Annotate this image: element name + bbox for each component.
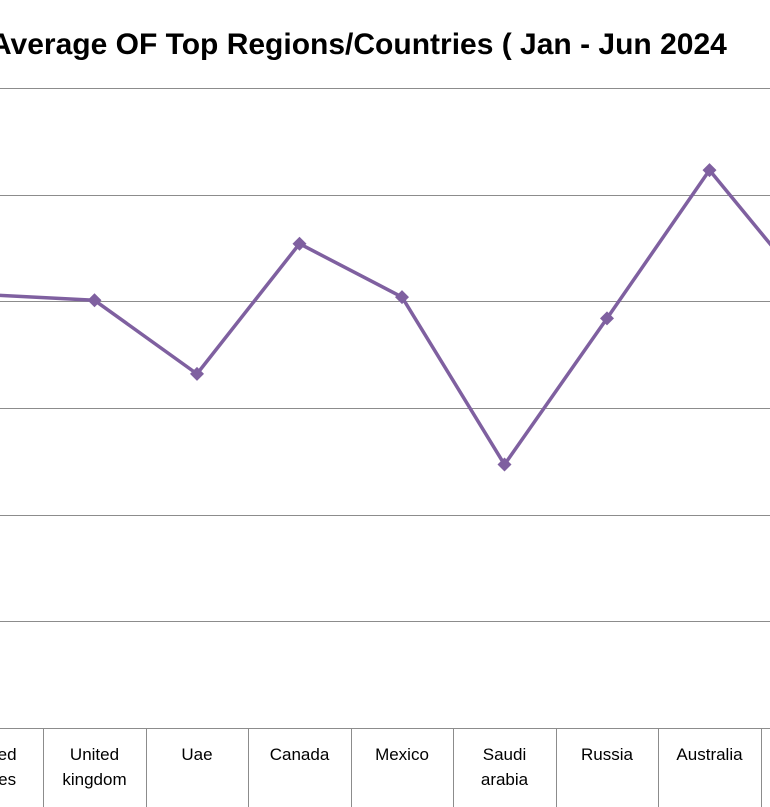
data-point xyxy=(497,457,512,472)
chart-title: Average OF Top Regions/Countries ( Jan -… xyxy=(0,28,727,61)
gridlines xyxy=(0,88,770,729)
data-point xyxy=(600,311,614,326)
x-tick-label: UnitedStates xyxy=(0,745,17,789)
x-tick-label: Canada xyxy=(270,745,330,764)
x-tick-label: Mexico xyxy=(375,745,429,764)
x-axis xyxy=(43,728,762,807)
data-point xyxy=(292,236,307,251)
series-layer xyxy=(0,163,770,472)
x-tick-label: United kingdom xyxy=(62,745,126,789)
data-point xyxy=(190,366,204,381)
data-point xyxy=(87,293,102,308)
data-point xyxy=(702,163,717,178)
x-tick-label: Russia xyxy=(581,745,634,764)
series-line xyxy=(0,168,770,467)
x-tick-label: Uae xyxy=(181,745,212,764)
data-point xyxy=(395,290,409,305)
x-tick-label: Saudi arabia xyxy=(481,745,529,789)
x-tick-label: Australia xyxy=(676,745,743,764)
